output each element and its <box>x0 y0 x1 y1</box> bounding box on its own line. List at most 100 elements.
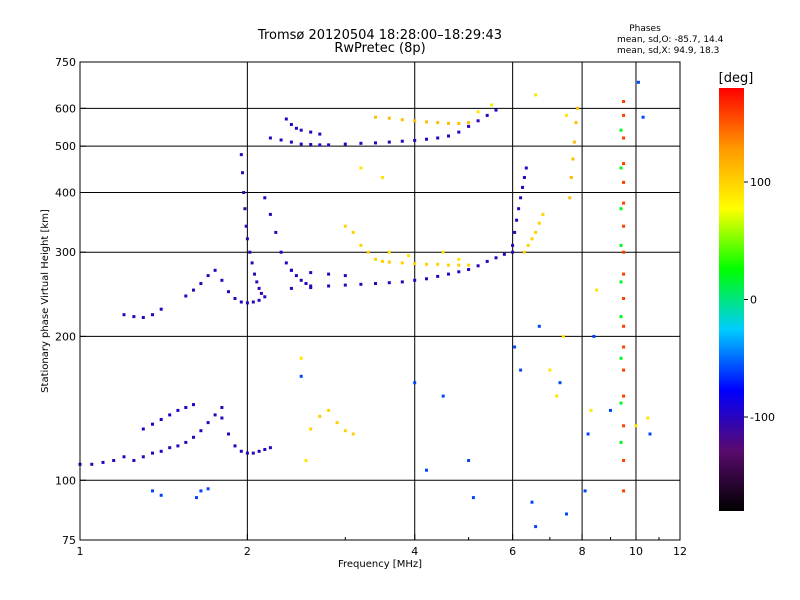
data-point <box>206 487 210 491</box>
data-point <box>159 493 163 497</box>
data-point <box>513 345 517 349</box>
data-point <box>176 408 180 412</box>
phases-mean-x: mean, sd,X: 94.9, 18.3 <box>617 46 719 56</box>
data-point <box>245 237 249 241</box>
data-point <box>457 270 461 274</box>
data-point <box>592 334 596 338</box>
x-tick-label: 8 <box>579 545 586 558</box>
data-point <box>294 274 298 278</box>
data-point <box>583 489 587 493</box>
data-point <box>522 250 526 254</box>
data-point <box>268 212 272 216</box>
data-point <box>530 500 534 504</box>
data-point <box>568 196 572 200</box>
x-axis-label: Frequency [MHz] <box>338 559 422 570</box>
data-point <box>304 459 308 462</box>
data-point <box>622 297 626 300</box>
data-point <box>359 166 363 170</box>
data-point <box>274 230 278 234</box>
data-point <box>447 134 450 138</box>
chart-title: Tromsø 20120504 18:28:00–18:29:43 <box>257 28 502 43</box>
data-point <box>558 381 562 385</box>
data-point <box>619 356 623 360</box>
data-point <box>436 274 440 278</box>
data-point <box>251 451 255 455</box>
data-point <box>327 284 331 288</box>
data-point <box>250 261 254 265</box>
data-point <box>206 274 210 278</box>
data-point <box>381 176 384 179</box>
data-point <box>436 262 440 266</box>
y-tick-label: 500 <box>55 140 76 153</box>
data-point <box>343 274 347 278</box>
data-point <box>494 256 498 260</box>
data-point <box>289 268 293 272</box>
data-point <box>132 459 136 462</box>
data-point <box>245 451 249 455</box>
data-point <box>436 136 440 140</box>
data-point <box>530 237 534 241</box>
x-axis-ticks: 1 2 4 6 8 10 12 <box>77 534 687 558</box>
data-point <box>327 408 331 412</box>
data-point <box>335 421 339 425</box>
x-tick-label: 1 <box>77 545 84 558</box>
data-point <box>425 137 428 141</box>
data-point <box>122 313 126 317</box>
data-point <box>537 221 541 225</box>
data-point <box>248 250 252 254</box>
data-point <box>387 116 391 120</box>
data-point <box>176 444 180 448</box>
data-point <box>327 143 331 147</box>
data-point <box>387 140 391 144</box>
data-point <box>548 368 552 372</box>
data-point <box>513 230 517 234</box>
data-point <box>622 394 626 398</box>
data-point <box>467 121 471 125</box>
data-point <box>387 281 391 285</box>
y-tick-label: 200 <box>55 330 76 343</box>
data-point <box>641 115 645 119</box>
data-point <box>268 136 272 140</box>
data-point <box>304 282 308 285</box>
data-point <box>457 121 461 125</box>
data-point <box>151 451 154 455</box>
data-point <box>199 429 203 433</box>
data-point <box>279 250 283 254</box>
data-point <box>447 272 450 276</box>
data-point <box>227 432 230 436</box>
data-point <box>359 282 363 286</box>
chart-subtitle: RwPretec (8p) <box>334 41 425 56</box>
data-point <box>309 130 313 134</box>
data-point <box>343 283 347 287</box>
data-point <box>245 301 249 305</box>
data-point <box>239 449 243 453</box>
data-point <box>457 263 461 267</box>
data-point <box>294 126 298 130</box>
data-point <box>263 196 267 200</box>
data-point <box>534 525 538 529</box>
data-point <box>413 119 417 123</box>
data-point <box>255 280 259 284</box>
y-tick-label: 300 <box>55 246 76 259</box>
data-point <box>400 118 404 122</box>
data-point <box>589 408 593 412</box>
data-point <box>279 138 283 142</box>
data-point <box>622 272 626 276</box>
data-point <box>284 261 288 265</box>
data-point <box>168 413 172 417</box>
data-point <box>257 286 261 290</box>
data-point <box>192 288 195 292</box>
colorbar-tick-label: -100 <box>750 411 775 424</box>
data-point <box>90 462 94 466</box>
data-point <box>195 496 198 500</box>
data-point <box>586 432 590 436</box>
data-point <box>619 128 623 132</box>
data-point <box>622 100 626 103</box>
data-point <box>467 459 471 462</box>
data-point <box>565 512 568 516</box>
y-tick-label: 400 <box>55 186 76 199</box>
data-point <box>622 162 626 165</box>
y-tick-label: 100 <box>55 474 76 487</box>
data-point <box>242 191 246 194</box>
